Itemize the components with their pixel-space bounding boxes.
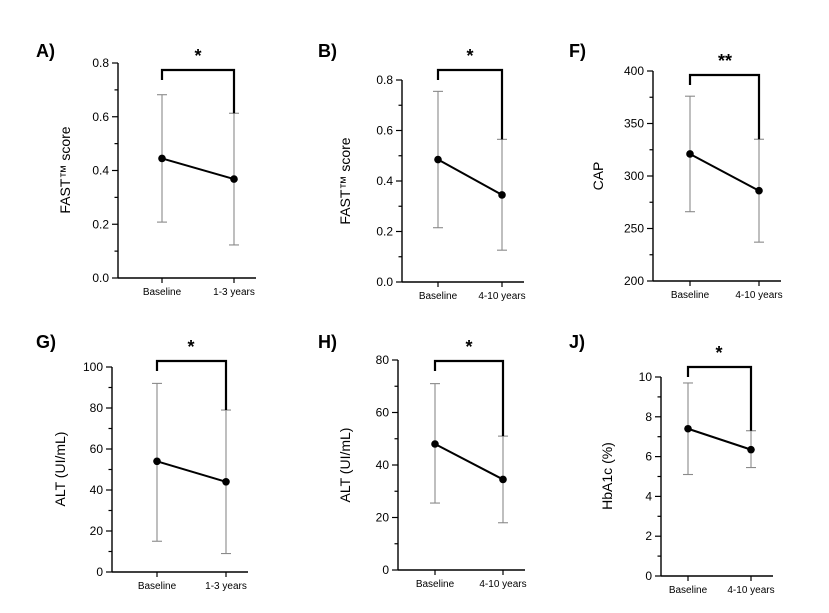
y-tick-label: 10: [639, 370, 653, 384]
y-axis-title: ALT (UI/mL): [337, 428, 353, 503]
y-tick-label: 60: [376, 406, 390, 420]
significance-label: *: [465, 337, 472, 357]
panel-a: A) 0.0 0.2 0.4 0.6 0.8 Baseline 1-3 years FAST™ …: [36, 41, 256, 298]
y-tick-label: 0: [382, 563, 389, 577]
panel-label: B): [318, 41, 337, 61]
panel-label: F): [569, 41, 586, 61]
y-tick-label: 0.4: [92, 164, 109, 178]
panel-label: J): [569, 332, 585, 352]
y-tick-label: 300: [624, 169, 644, 183]
y-tick-label: 350: [624, 117, 644, 131]
significance-bracket: [436, 68, 504, 140]
y-tick-label: 40: [376, 458, 390, 472]
x-tick-label: Baseline: [416, 579, 455, 590]
significance-label: *: [187, 337, 194, 357]
series-line: [689, 153, 760, 192]
y-tick-label: 60: [90, 442, 104, 456]
y-tick-label: 0.8: [376, 73, 393, 87]
x-tick-label: 1-3 years: [213, 287, 255, 298]
data-point: [431, 440, 439, 448]
x-tick-label: 4-10 years: [479, 579, 526, 590]
data-point: [158, 154, 166, 163]
x-tick-label: 4-10 years: [735, 290, 782, 301]
y-axis-title: CAP: [590, 162, 606, 191]
significance-bracket: [155, 359, 228, 411]
series-line: [434, 443, 504, 481]
y-tick-label: 0.6: [376, 124, 393, 138]
series-line: [687, 427, 752, 451]
y-tick-label: 0.0: [92, 271, 109, 285]
y-tick-label: 400: [624, 64, 644, 78]
data-point: [498, 191, 506, 199]
series-line: [161, 157, 235, 181]
y-tick-label: 20: [376, 511, 390, 525]
panel-label: A): [36, 41, 55, 61]
y-tick-label: 0.2: [92, 217, 109, 231]
y-tick-label: 6: [645, 450, 652, 464]
y-tick-label: 2: [645, 529, 652, 543]
panel-j: J) 0 2 4 6 8 10 Baseline 4-10 years HbA1c (%) *: [569, 332, 775, 596]
x-tick-label: Baseline: [419, 291, 458, 302]
y-tick-label: 0.6: [92, 110, 109, 124]
panel-h: H) 0 20 40 60 80 Baseline 4-10 years ALT (UI/mL)…: [318, 332, 527, 590]
y-tick-label: 0: [645, 569, 652, 583]
y-tick-label: 0.8: [92, 56, 109, 70]
x-tick-label: 4-10 years: [727, 585, 774, 596]
data-point: [222, 478, 230, 486]
significance-label: *: [466, 46, 473, 66]
data-point: [686, 150, 694, 158]
x-tick-label: Baseline: [671, 290, 710, 301]
series-line: [437, 158, 503, 196]
panel-label: G): [36, 332, 56, 352]
y-tick-label: 100: [83, 360, 103, 374]
data-point: [153, 457, 161, 466]
y-axis-title: HbA1c (%): [599, 442, 615, 510]
data-point: [684, 424, 692, 433]
data-point: [230, 175, 238, 183]
significance-bracket: [688, 73, 761, 140]
y-tick-label: 4: [645, 489, 652, 503]
y-axis-title: FAST™ score: [337, 137, 353, 224]
y-tick-label: 0: [96, 565, 103, 579]
x-tick-label: Baseline: [143, 287, 182, 298]
significance-bracket: [686, 365, 753, 431]
data-point: [499, 475, 507, 484]
data-point: [747, 445, 755, 454]
x-tick-label: 1-3 years: [205, 581, 247, 592]
y-axis-title: ALT (UI/mL): [52, 432, 68, 507]
panel-f: F) 200 250 300 350 400 Baseline 4-10 years CAP **: [569, 41, 783, 301]
data-point: [434, 155, 442, 164]
y-tick-label: 80: [90, 401, 104, 415]
y-tick-label: 0.0: [376, 275, 393, 289]
y-tick-label: 0.4: [376, 174, 393, 188]
y-axis-title: FAST™ score: [57, 126, 73, 213]
series-line: [156, 460, 227, 483]
y-tick-label: 8: [645, 410, 652, 424]
panel-b: B) 0.0 0.2 0.4 0.6 0.8 Baseline 4-10 years FAST™…: [318, 41, 526, 302]
y-tick-label: 40: [90, 483, 104, 497]
significance-bracket: [160, 68, 236, 114]
panel-g: G) 0 20 40 60 80 100 Baseline 1-3 years ALT (UI/m…: [36, 332, 248, 592]
y-tick-label: 20: [90, 524, 104, 538]
x-tick-label: Baseline: [138, 581, 177, 592]
significance-label: *: [715, 343, 722, 363]
y-tick-label: 250: [624, 222, 644, 236]
data-point: [755, 186, 763, 195]
x-tick-label: Baseline: [669, 585, 708, 596]
x-tick-label: 4-10 years: [478, 291, 525, 302]
panel-label: H): [318, 332, 337, 352]
significance-label: **: [718, 51, 732, 71]
y-tick-label: 80: [376, 353, 390, 367]
significance-bracket: [433, 359, 505, 437]
significance-label: *: [194, 46, 201, 66]
y-tick-label: 200: [624, 274, 644, 288]
y-tick-label: 0.2: [376, 225, 393, 239]
